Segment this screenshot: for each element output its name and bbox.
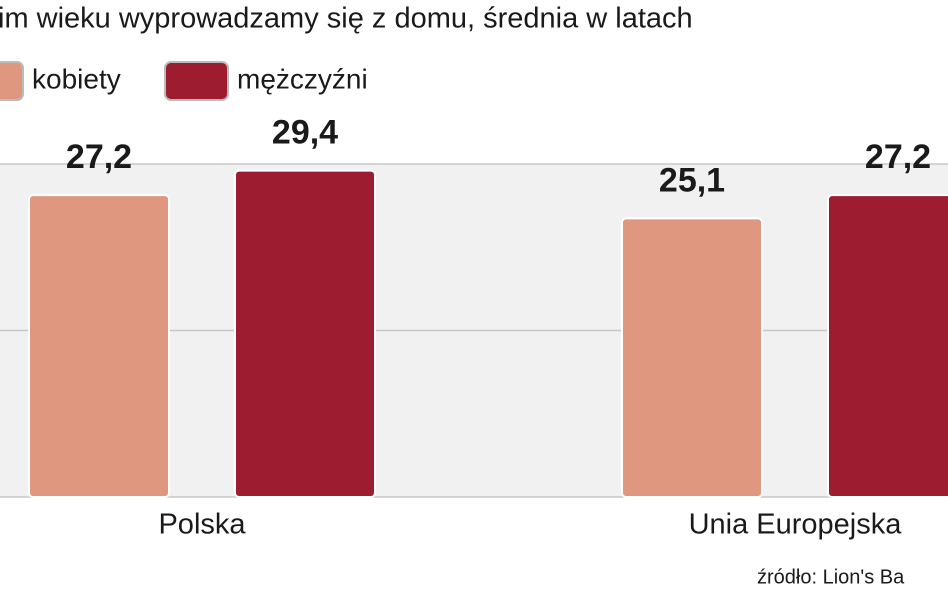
x-tick-label: Polska (158, 509, 246, 541)
legend-swatch (164, 61, 229, 101)
source: źródło: Lion's Ba (757, 566, 905, 588)
bar (827, 194, 948, 498)
value-label: 25,1 (659, 161, 725, 199)
legend-swatch (0, 61, 24, 101)
bar (28, 194, 170, 499)
x-tick-label: Unia Europejska (689, 509, 903, 541)
value-label: 27,2 (865, 138, 931, 176)
chart-title: im wieku wyprowadzamy się z domu, średni… (0, 3, 693, 35)
bar (621, 217, 763, 498)
legend-label: kobiety (32, 63, 121, 94)
legend-label: mężczyźni (237, 63, 368, 94)
value-label: 27,2 (66, 138, 132, 176)
value-label: 29,4 (272, 114, 338, 152)
bar (234, 169, 376, 498)
